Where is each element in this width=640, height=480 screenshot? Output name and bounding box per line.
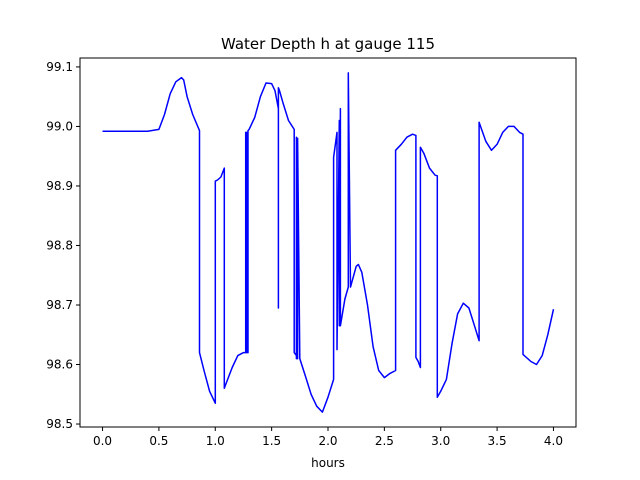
y-tick-label: 98.5 — [46, 417, 73, 431]
x-tick-label: 0.0 — [93, 434, 112, 448]
x-tick-label: 2.5 — [375, 434, 394, 448]
x-tick-label: 2.0 — [318, 434, 337, 448]
x-tick-label: 1.5 — [262, 434, 281, 448]
x-tick-label: 1.0 — [206, 434, 225, 448]
plot-frame — [79, 57, 577, 428]
series-layer — [102, 72, 555, 413]
y-tick-label: 98.6 — [46, 358, 73, 372]
x-tick-label: 4.0 — [544, 434, 563, 448]
y-tick-label: 98.8 — [46, 238, 73, 252]
x-axis-label: hours — [311, 456, 345, 470]
x-axis: 0.0 0.5 1.0 1.5 2.0 2.5 3.0 3.5 4.0 — [93, 427, 563, 448]
x-tick-label: 3.5 — [488, 434, 507, 448]
chart-title: Water Depth h at gauge 115 — [221, 35, 435, 53]
y-tick-label: 98.7 — [46, 298, 73, 312]
y-axis: 98.5 98.6 98.7 98.8 98.9 99.0 99.1 — [46, 60, 80, 431]
y-tick-label: 99.1 — [46, 60, 73, 74]
y-tick-label: 98.9 — [46, 179, 73, 193]
x-tick-label: 3.0 — [431, 434, 450, 448]
series-line — [102, 72, 555, 413]
x-tick-label: 0.5 — [149, 434, 168, 448]
y-tick-label: 99.0 — [46, 119, 73, 133]
